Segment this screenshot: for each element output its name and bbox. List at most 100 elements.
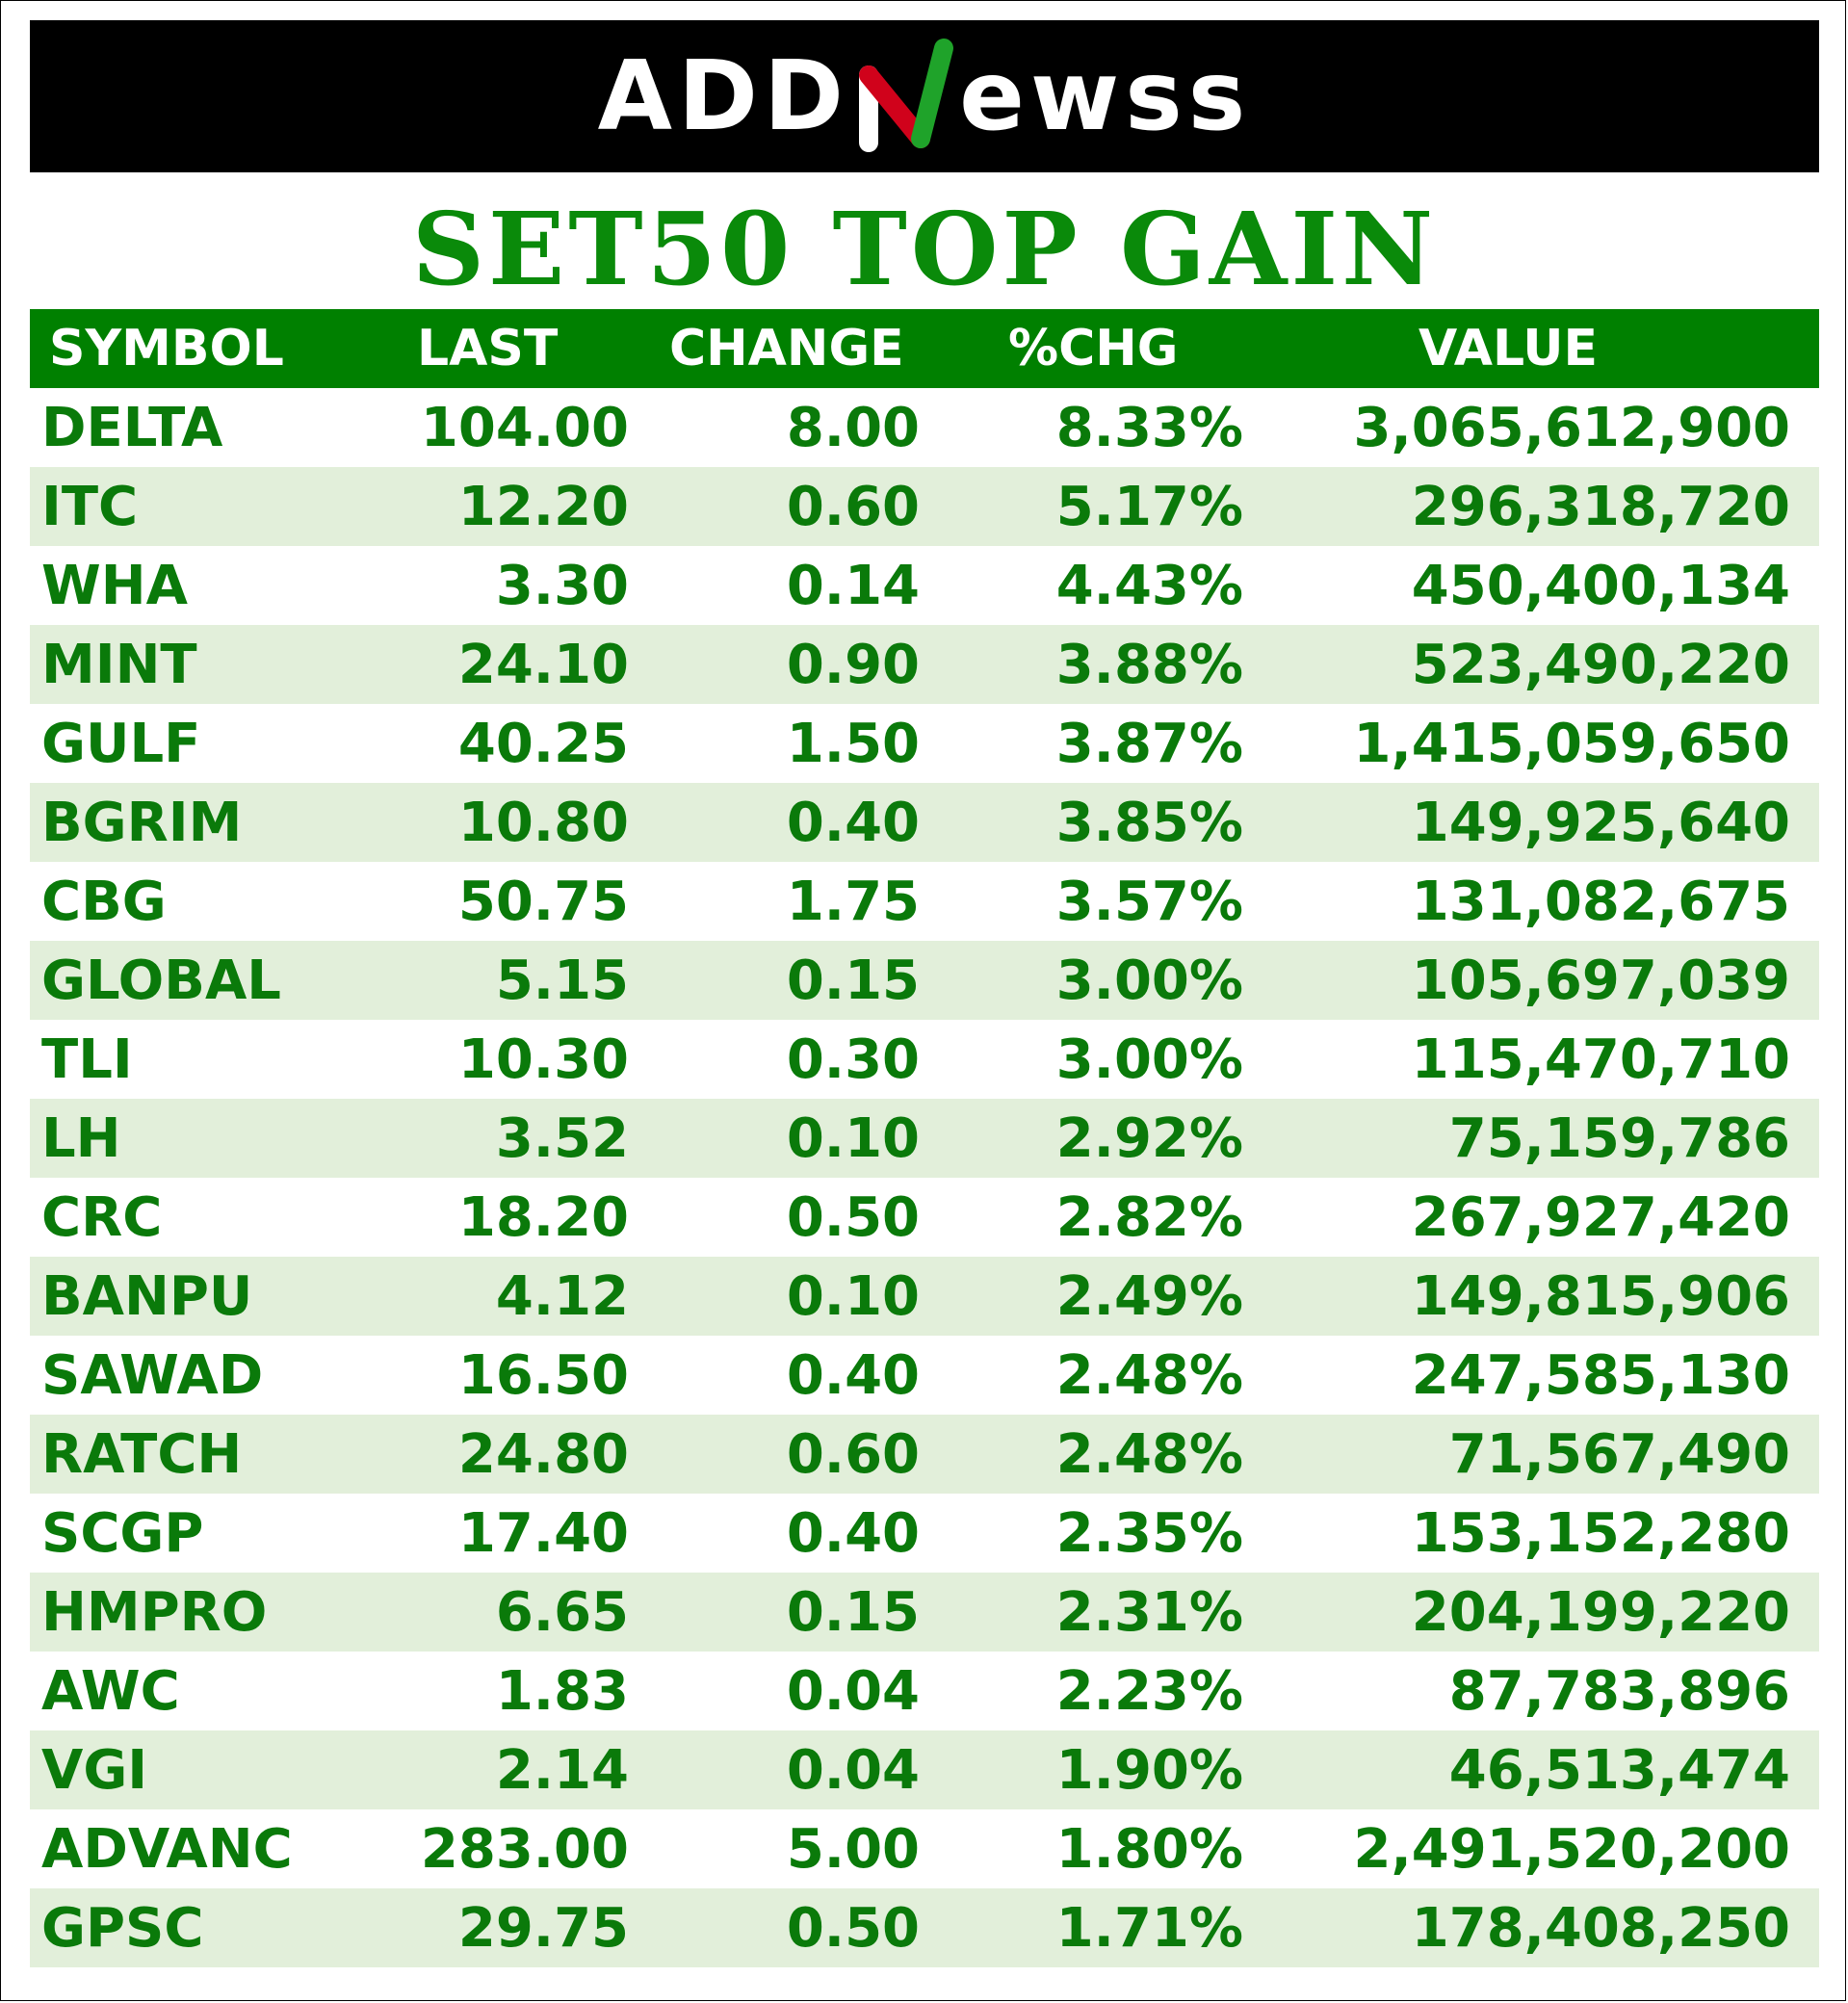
cell-change: 1.75 bbox=[786, 870, 920, 933]
cell-change: 0.10 bbox=[786, 1106, 920, 1170]
table-row: BANPU 4.12 0.10 2.49% 149,815,906 bbox=[30, 1257, 1819, 1336]
cell-pct-change: 2.48% bbox=[1055, 1422, 1243, 1486]
table-row: SAWAD 16.50 0.40 2.48% 247,585,130 bbox=[30, 1336, 1819, 1415]
cell-value: 153,152,280 bbox=[1411, 1501, 1790, 1565]
cell-pct-change: 1.90% bbox=[1055, 1738, 1243, 1802]
cell-change: 0.15 bbox=[786, 949, 920, 1012]
cell-last: 17.40 bbox=[457, 1501, 629, 1565]
cell-symbol: HMPRO bbox=[41, 1580, 268, 1644]
logo-text-left: ADD bbox=[597, 39, 850, 152]
cell-value: 1,415,059,650 bbox=[1353, 712, 1790, 775]
table-row: RATCH 24.80 0.60 2.48% 71,567,490 bbox=[30, 1415, 1819, 1494]
cell-symbol: WHA bbox=[41, 554, 188, 617]
cell-pct-change: 2.31% bbox=[1055, 1580, 1243, 1644]
cell-value: 71,567,490 bbox=[1448, 1422, 1790, 1486]
cell-pct-change: 3.00% bbox=[1055, 1028, 1243, 1091]
cell-pct-change: 2.35% bbox=[1055, 1501, 1243, 1565]
cell-symbol: LH bbox=[41, 1106, 121, 1170]
cell-change: 0.04 bbox=[786, 1659, 920, 1723]
cell-value: 267,927,420 bbox=[1411, 1185, 1790, 1249]
logo-text-right: ewss bbox=[959, 39, 1252, 152]
cell-last: 4.12 bbox=[495, 1264, 629, 1328]
cell-value: 296,318,720 bbox=[1411, 475, 1790, 538]
cell-last: 10.30 bbox=[457, 1028, 629, 1091]
cell-last: 24.10 bbox=[457, 633, 629, 696]
cell-last: 50.75 bbox=[457, 870, 629, 933]
top-gain-table: SYMBOL LAST CHANGE %CHG VALUE DELTA 104.0… bbox=[30, 309, 1819, 1967]
cell-value: 247,585,130 bbox=[1411, 1343, 1790, 1407]
cell-change: 0.15 bbox=[786, 1580, 920, 1644]
cell-last: 40.25 bbox=[457, 712, 629, 775]
table-row: SCGP 17.40 0.40 2.35% 153,152,280 bbox=[30, 1494, 1819, 1573]
cell-pct-change: 3.88% bbox=[1055, 633, 1243, 696]
cell-pct-change: 8.33% bbox=[1055, 396, 1243, 459]
cell-last: 24.80 bbox=[457, 1422, 629, 1486]
cell-change: 8.00 bbox=[786, 396, 920, 459]
cell-pct-change: 1.71% bbox=[1055, 1896, 1243, 1960]
logo-n-mark-icon bbox=[859, 39, 954, 152]
cell-change: 0.40 bbox=[786, 1343, 920, 1407]
cell-last: 18.20 bbox=[457, 1185, 629, 1249]
cell-pct-change: 2.92% bbox=[1055, 1106, 1243, 1170]
column-header-symbol: SYMBOL bbox=[49, 320, 284, 377]
cell-pct-change: 4.43% bbox=[1055, 554, 1243, 617]
cell-change: 0.04 bbox=[786, 1738, 920, 1802]
table-row: GULF 40.25 1.50 3.87% 1,415,059,650 bbox=[30, 704, 1819, 783]
cell-last: 104.00 bbox=[420, 396, 629, 459]
cell-change: 0.40 bbox=[786, 791, 920, 854]
cell-value: 105,697,039 bbox=[1411, 949, 1790, 1012]
column-header-change: CHANGE bbox=[669, 320, 904, 377]
table-row: AWC 1.83 0.04 2.23% 87,783,896 bbox=[30, 1652, 1819, 1730]
cell-pct-change: 2.82% bbox=[1055, 1185, 1243, 1249]
cell-change: 0.10 bbox=[786, 1264, 920, 1328]
cell-symbol: RATCH bbox=[41, 1422, 243, 1486]
cell-value: 149,925,640 bbox=[1411, 791, 1790, 854]
cell-change: 0.14 bbox=[786, 554, 920, 617]
cell-last: 5.15 bbox=[495, 949, 629, 1012]
cell-change: 0.90 bbox=[786, 633, 920, 696]
cell-last: 3.30 bbox=[495, 554, 629, 617]
cell-value: 2,491,520,200 bbox=[1353, 1817, 1790, 1881]
cell-symbol: AWC bbox=[41, 1659, 180, 1723]
cell-last: 12.20 bbox=[457, 475, 629, 538]
cell-change: 0.40 bbox=[786, 1501, 920, 1565]
cell-last: 6.65 bbox=[495, 1580, 629, 1644]
cell-change: 0.60 bbox=[786, 1422, 920, 1486]
cell-last: 283.00 bbox=[420, 1817, 629, 1881]
cell-symbol: DELTA bbox=[41, 396, 223, 459]
cell-symbol: SCGP bbox=[41, 1501, 204, 1565]
table-body: DELTA 104.00 8.00 8.33% 3,065,612,900 ITC 12.2… bbox=[30, 388, 1819, 1967]
cell-value: 178,408,250 bbox=[1411, 1896, 1790, 1960]
table-row: ADVANC 283.00 5.00 1.80% 2,491,520,200 bbox=[30, 1809, 1819, 1888]
cell-pct-change: 2.49% bbox=[1055, 1264, 1243, 1328]
cell-value: 131,082,675 bbox=[1411, 870, 1790, 933]
cell-value: 523,490,220 bbox=[1411, 633, 1790, 696]
cell-last: 3.52 bbox=[495, 1106, 629, 1170]
cell-value: 87,783,896 bbox=[1448, 1659, 1790, 1723]
cell-symbol: BANPU bbox=[41, 1264, 253, 1328]
cell-change: 0.60 bbox=[786, 475, 920, 538]
cell-value: 115,470,710 bbox=[1411, 1028, 1790, 1091]
cell-last: 29.75 bbox=[457, 1896, 629, 1960]
table-row: DELTA 104.00 8.00 8.33% 3,065,612,900 bbox=[30, 388, 1819, 467]
cell-value: 450,400,134 bbox=[1411, 554, 1790, 617]
cell-symbol: VGI bbox=[41, 1738, 148, 1802]
table-row: GPSC 29.75 0.50 1.71% 178,408,250 bbox=[30, 1888, 1819, 1967]
cell-value: 149,815,906 bbox=[1411, 1264, 1790, 1328]
cell-symbol: ADVANC bbox=[41, 1817, 293, 1881]
table-row: CRC 18.20 0.50 2.82% 267,927,420 bbox=[30, 1178, 1819, 1257]
cell-symbol: TLI bbox=[41, 1028, 133, 1091]
column-header-value: VALUE bbox=[1419, 320, 1598, 377]
cell-symbol: CBG bbox=[41, 870, 167, 933]
cell-pct-change: 3.57% bbox=[1055, 870, 1243, 933]
cell-symbol: GULF bbox=[41, 712, 201, 775]
table-row: GLOBAL 5.15 0.15 3.00% 105,697,039 bbox=[30, 941, 1819, 1020]
brand-banner: ADD ewss bbox=[30, 20, 1819, 172]
cell-value: 3,065,612,900 bbox=[1353, 396, 1790, 459]
cell-symbol: ITC bbox=[41, 475, 139, 538]
table-row: CBG 50.75 1.75 3.57% 131,082,675 bbox=[30, 862, 1819, 941]
table-row: WHA 3.30 0.14 4.43% 450,400,134 bbox=[30, 546, 1819, 625]
cell-value: 75,159,786 bbox=[1448, 1106, 1790, 1170]
cell-change: 0.30 bbox=[786, 1028, 920, 1091]
